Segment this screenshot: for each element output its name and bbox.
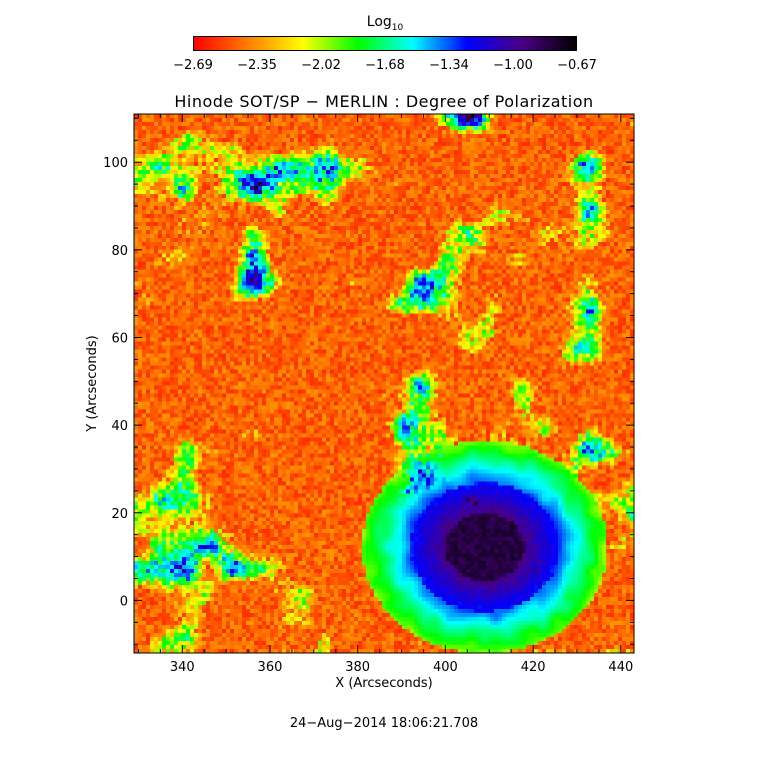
heatmap <box>134 114 634 653</box>
axes: 340 360 380 400 420 440 0 20 40 60 80 100 <box>103 114 634 675</box>
colorbar-title-text: Log <box>366 14 392 30</box>
y-axis-label: Y (Arcseconds) <box>85 335 100 432</box>
x-tick-label: 420 <box>521 660 546 675</box>
colorbar-tick-label: −2.69 <box>173 58 213 73</box>
x-tick-label: 400 <box>433 660 458 675</box>
colorbar-tick-label: −1.68 <box>365 58 405 73</box>
colorbar-tick-label: −0.67 <box>557 58 597 73</box>
colorbar-tick-label: −1.00 <box>493 58 533 73</box>
plot-frame <box>133 113 635 654</box>
colorbar-tick-label: −2.02 <box>301 58 341 73</box>
timestamp: 24−Aug−2014 18:06:21.708 <box>289 716 479 731</box>
y-tick-label: 20 <box>111 507 128 522</box>
y-tick-label: 60 <box>111 331 128 346</box>
colorbar-tick-label: −1.34 <box>429 58 469 73</box>
y-tick-label: 100 <box>103 156 128 171</box>
colorbar-tick-label: −2.35 <box>237 58 277 73</box>
x-axis-label: X (Arcseconds) <box>335 676 432 691</box>
x-tick-label: 340 <box>170 660 195 675</box>
y-tick-label: 80 <box>111 244 128 259</box>
colorbar-title-subscript: 10 <box>391 22 404 33</box>
colorbar-title: Log10 <box>340 14 430 33</box>
colorbar <box>193 36 577 51</box>
x-tick-label: 440 <box>608 660 633 675</box>
x-tick-label: 380 <box>345 660 370 675</box>
y-tick-label: 40 <box>111 419 128 434</box>
x-tick-label: 360 <box>258 660 283 675</box>
chart-title: Hinode SOT/SP − MERLIN : Degree of Polar… <box>174 92 594 111</box>
heatmap-image <box>134 114 634 653</box>
y-tick-label: 0 <box>120 594 128 609</box>
